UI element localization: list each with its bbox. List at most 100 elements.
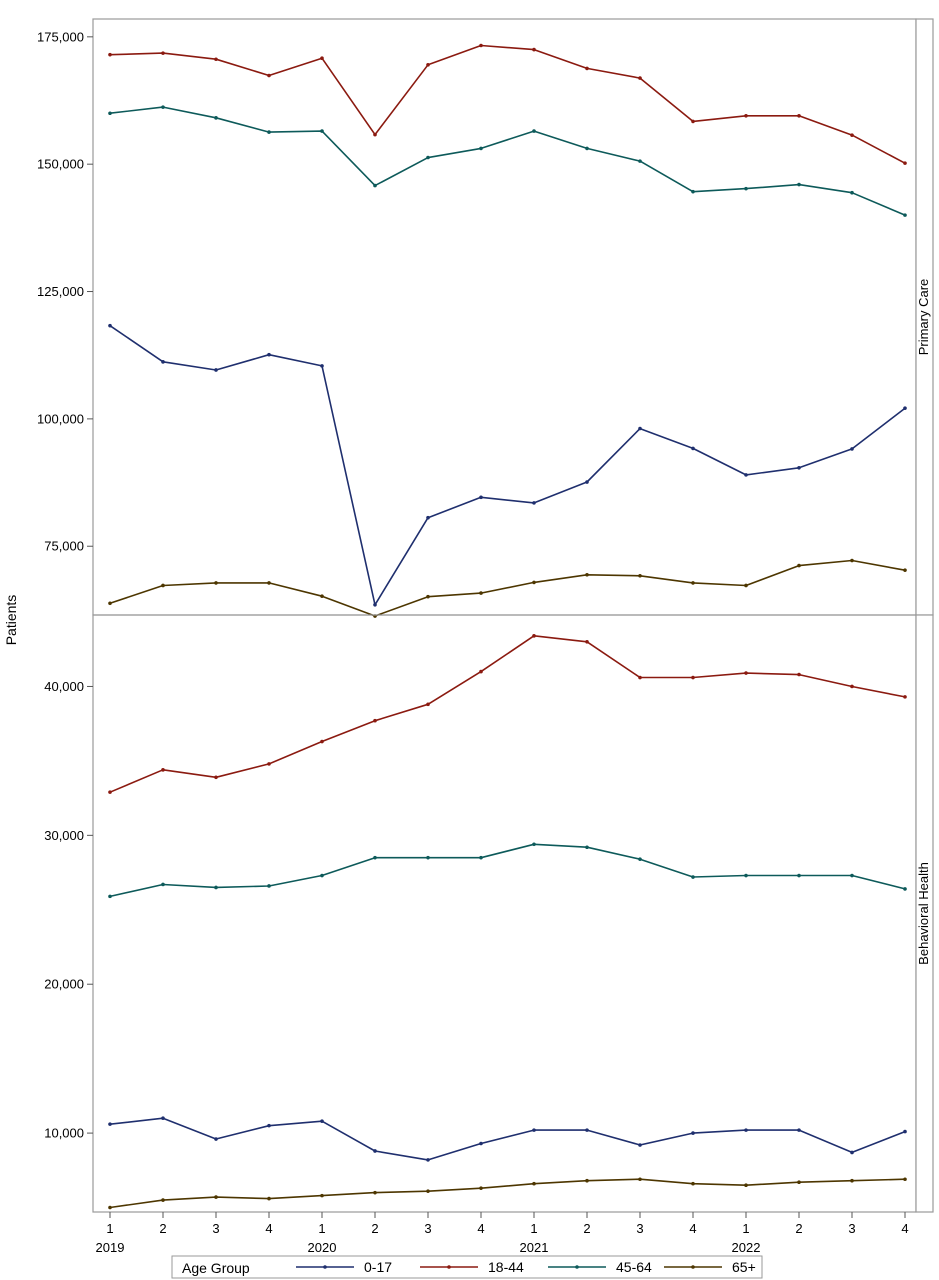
- data-point: [479, 495, 483, 500]
- legend-item-45-64: 45-64: [548, 1259, 652, 1275]
- facet-label: Behavioral Health: [916, 862, 931, 965]
- data-point: [532, 634, 536, 638]
- data-point: [479, 669, 483, 674]
- legend-marker: [575, 1265, 579, 1269]
- data-point: [638, 426, 642, 431]
- data-point: [267, 73, 271, 78]
- data-point: [850, 1178, 854, 1183]
- data-point: [903, 887, 907, 891]
- data-point: [744, 671, 748, 675]
- data-point: [214, 775, 218, 780]
- data-point: [214, 1195, 218, 1199]
- legend-marker: [691, 1265, 695, 1269]
- data-point: [320, 364, 324, 368]
- data-point: [214, 885, 218, 890]
- data-point: [108, 111, 112, 116]
- x-tick-label: 4: [477, 1221, 484, 1236]
- legend-item-0-17: 0-17: [296, 1259, 392, 1275]
- data-point: [320, 1193, 324, 1198]
- series-line: [109, 1117, 906, 1161]
- x-year-label: 2020: [308, 1240, 337, 1255]
- data-point: [850, 684, 854, 689]
- y-tick-label: 175,000: [37, 29, 84, 44]
- data-point: [161, 1198, 165, 1202]
- data-point: [691, 1131, 695, 1135]
- data-point: [532, 580, 536, 585]
- data-point: [797, 873, 801, 878]
- x-tick-label: 4: [265, 1221, 272, 1236]
- y-tick-label: 40,000: [44, 679, 84, 694]
- data-point: [267, 352, 271, 357]
- data-point: [161, 1116, 165, 1121]
- data-point: [108, 52, 112, 57]
- data-point: [267, 1196, 271, 1201]
- data-point: [214, 368, 218, 372]
- data-point: [850, 558, 854, 563]
- series-line: [109, 843, 906, 898]
- data-point: [320, 873, 324, 878]
- x-year-label: 2021: [520, 1240, 549, 1255]
- data-point: [638, 1177, 642, 1182]
- data-point: [744, 473, 748, 477]
- series-18-44-behavioral-health: [108, 634, 907, 794]
- data-point: [161, 768, 165, 772]
- data-point: [585, 1178, 589, 1183]
- data-point: [373, 603, 377, 607]
- x-tick-label: 3: [848, 1221, 855, 1236]
- data-point: [638, 857, 642, 861]
- data-point: [585, 66, 589, 71]
- data-point: [161, 360, 165, 364]
- legend-marker: [323, 1265, 327, 1269]
- y-tick-label: 10,000: [44, 1126, 84, 1141]
- data-point: [267, 884, 271, 888]
- data-point: [532, 1181, 536, 1186]
- data-point: [320, 56, 324, 61]
- x-tick-label: 3: [636, 1221, 643, 1236]
- series-line: [109, 1178, 906, 1209]
- data-point: [426, 855, 430, 860]
- data-point: [426, 515, 430, 520]
- y-tick-label: 125,000: [37, 284, 84, 299]
- data-point: [638, 1143, 642, 1147]
- x-tick-label: 3: [212, 1221, 219, 1236]
- data-point: [797, 465, 801, 470]
- data-point: [426, 63, 430, 67]
- data-point: [426, 1189, 430, 1193]
- data-point: [850, 1150, 854, 1155]
- series-line: [109, 106, 906, 216]
- data-point: [585, 572, 589, 577]
- data-point: [320, 594, 324, 598]
- data-point: [267, 130, 271, 134]
- panel-primary-care: Primary Care 75,000 100,000 125,000 150,000 1…: [37, 18, 934, 618]
- legend-marker: [447, 1265, 451, 1269]
- legend-item-18-44: 18-44: [420, 1259, 524, 1275]
- data-point: [320, 739, 324, 744]
- x-tick-label: 1: [106, 1221, 113, 1236]
- y-tick-label: 30,000: [44, 828, 84, 843]
- data-point: [903, 1177, 907, 1182]
- data-point: [691, 875, 695, 879]
- legend: Age Group 0-17 18-44 45-64 65+: [171, 1255, 763, 1279]
- data-point: [532, 842, 536, 847]
- x-year-label: 2019: [96, 1240, 125, 1255]
- data-point: [108, 790, 112, 794]
- data-point: [161, 105, 165, 109]
- data-point: [320, 129, 324, 133]
- data-point: [797, 113, 801, 118]
- data-point: [638, 573, 642, 578]
- data-point: [426, 155, 430, 160]
- y-tick-label: 75,000: [44, 539, 84, 554]
- data-point: [373, 183, 377, 188]
- x-tick-label: 3: [424, 1221, 431, 1236]
- x-tick-label: 2: [583, 1221, 590, 1236]
- x-tick-label: 4: [901, 1221, 908, 1236]
- data-point: [691, 119, 695, 124]
- data-point: [744, 1183, 748, 1188]
- data-point: [479, 43, 483, 48]
- data-point: [797, 1128, 801, 1132]
- panels-layer: Primary Care 75,000 100,000 125,000 150,000 1…: [37, 18, 934, 1213]
- data-point: [797, 182, 801, 187]
- y-tick-label: 150,000: [37, 157, 84, 172]
- data-point: [744, 873, 748, 878]
- data-point: [638, 76, 642, 80]
